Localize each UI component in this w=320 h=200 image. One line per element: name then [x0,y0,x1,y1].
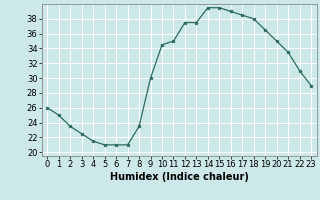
X-axis label: Humidex (Indice chaleur): Humidex (Indice chaleur) [110,172,249,182]
